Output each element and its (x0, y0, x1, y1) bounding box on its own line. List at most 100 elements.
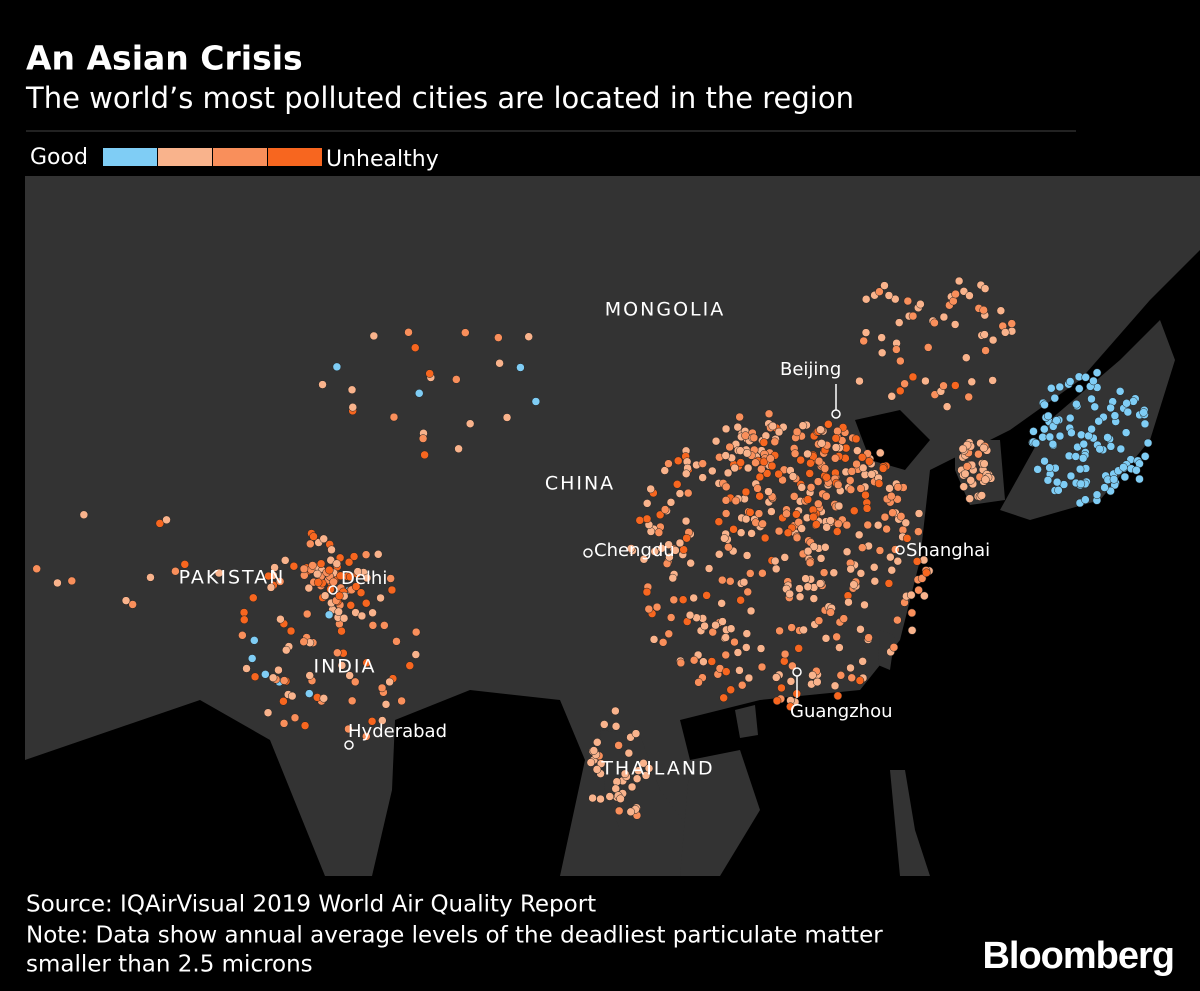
city-dot (742, 551, 752, 560)
city-dot (368, 621, 378, 630)
city-dot (757, 464, 766, 474)
city-dot (814, 456, 824, 466)
city-dot (290, 713, 300, 723)
city-dot (378, 716, 387, 725)
city-dot (756, 644, 766, 653)
japan (1000, 320, 1175, 520)
city-dot (767, 507, 776, 516)
city-dot (678, 595, 688, 604)
city-dot (884, 579, 894, 588)
city-dot (860, 600, 869, 610)
city-dot (755, 491, 764, 501)
city-dot (893, 482, 903, 492)
city-dot (249, 593, 258, 603)
city-dot (830, 681, 840, 691)
city-dot (664, 459, 673, 468)
city-dot (816, 425, 825, 434)
city-dot (875, 546, 885, 555)
city-dot (805, 469, 814, 478)
city-dot (942, 402, 952, 411)
city-dot (920, 591, 929, 601)
city-dot (833, 426, 842, 436)
city-dot (766, 454, 775, 463)
city-dot (616, 794, 625, 803)
city-dot (954, 276, 964, 286)
city-dot (833, 519, 843, 529)
city-dot (719, 693, 728, 703)
legend-bar (103, 148, 322, 166)
city-dot (930, 318, 939, 328)
city-dot (502, 413, 512, 422)
city-dot (721, 496, 731, 505)
city-dot (833, 480, 843, 490)
city-dot (774, 469, 783, 479)
city-dot (239, 608, 249, 617)
city-dot (1001, 328, 1010, 337)
city-dot (1140, 419, 1150, 429)
city-dot (1110, 411, 1120, 420)
city-dot (805, 558, 815, 567)
city-dot (1143, 438, 1153, 448)
city-dot (1048, 439, 1058, 449)
city-dot (495, 359, 504, 368)
city-dot (397, 696, 406, 706)
city-dot (896, 512, 906, 521)
city-dot (649, 635, 659, 644)
city-dot (782, 509, 791, 518)
city-dot (777, 683, 786, 693)
city-dot (774, 427, 784, 437)
city-dot (821, 543, 830, 552)
city-dot (336, 571, 345, 581)
city-dot (681, 469, 691, 478)
city-dot (1094, 416, 1103, 426)
city-dot (742, 643, 751, 652)
city-dot (908, 311, 918, 321)
city-dot (694, 678, 703, 687)
city-dot (877, 348, 887, 358)
legend-low: Good (30, 145, 88, 170)
city-dot (813, 477, 823, 486)
city-dot (858, 463, 868, 473)
city-dot (665, 552, 674, 562)
city-dot (768, 421, 777, 431)
city-dot (901, 518, 911, 528)
city-dot (893, 556, 903, 566)
city-dot (893, 615, 902, 625)
city-dot (880, 281, 889, 290)
city-dot (362, 658, 371, 668)
city-dot (858, 543, 867, 552)
city-dot (361, 598, 371, 608)
city-dot (655, 510, 665, 520)
city-dot (914, 585, 923, 595)
city-dot (626, 544, 636, 553)
city-dot (869, 563, 879, 572)
city-dot (414, 389, 424, 398)
city-dot (803, 546, 813, 556)
city-dot (707, 657, 717, 666)
city-dot (334, 607, 343, 617)
city-dot (268, 673, 278, 683)
city-dot (1031, 438, 1041, 448)
city-dot (646, 484, 655, 494)
city-dot (822, 473, 831, 482)
city-dot (803, 449, 812, 459)
city-dot (600, 720, 609, 729)
city-dot (362, 732, 371, 741)
city-dot (214, 568, 224, 578)
city-dot (332, 362, 342, 372)
city-dot (939, 312, 949, 322)
city-dot (411, 627, 421, 637)
city-dot (380, 621, 389, 630)
city-dot (588, 793, 597, 803)
city-dot (739, 577, 749, 587)
city-dot (592, 765, 602, 774)
city-dot (809, 512, 818, 522)
city-dot (337, 661, 347, 670)
city-dot (699, 657, 708, 666)
city-dot (959, 482, 969, 491)
city-dot (887, 392, 897, 401)
city-dot (888, 508, 897, 517)
city-dot (770, 556, 780, 566)
city-dot (900, 379, 909, 389)
city-dot (979, 443, 989, 453)
